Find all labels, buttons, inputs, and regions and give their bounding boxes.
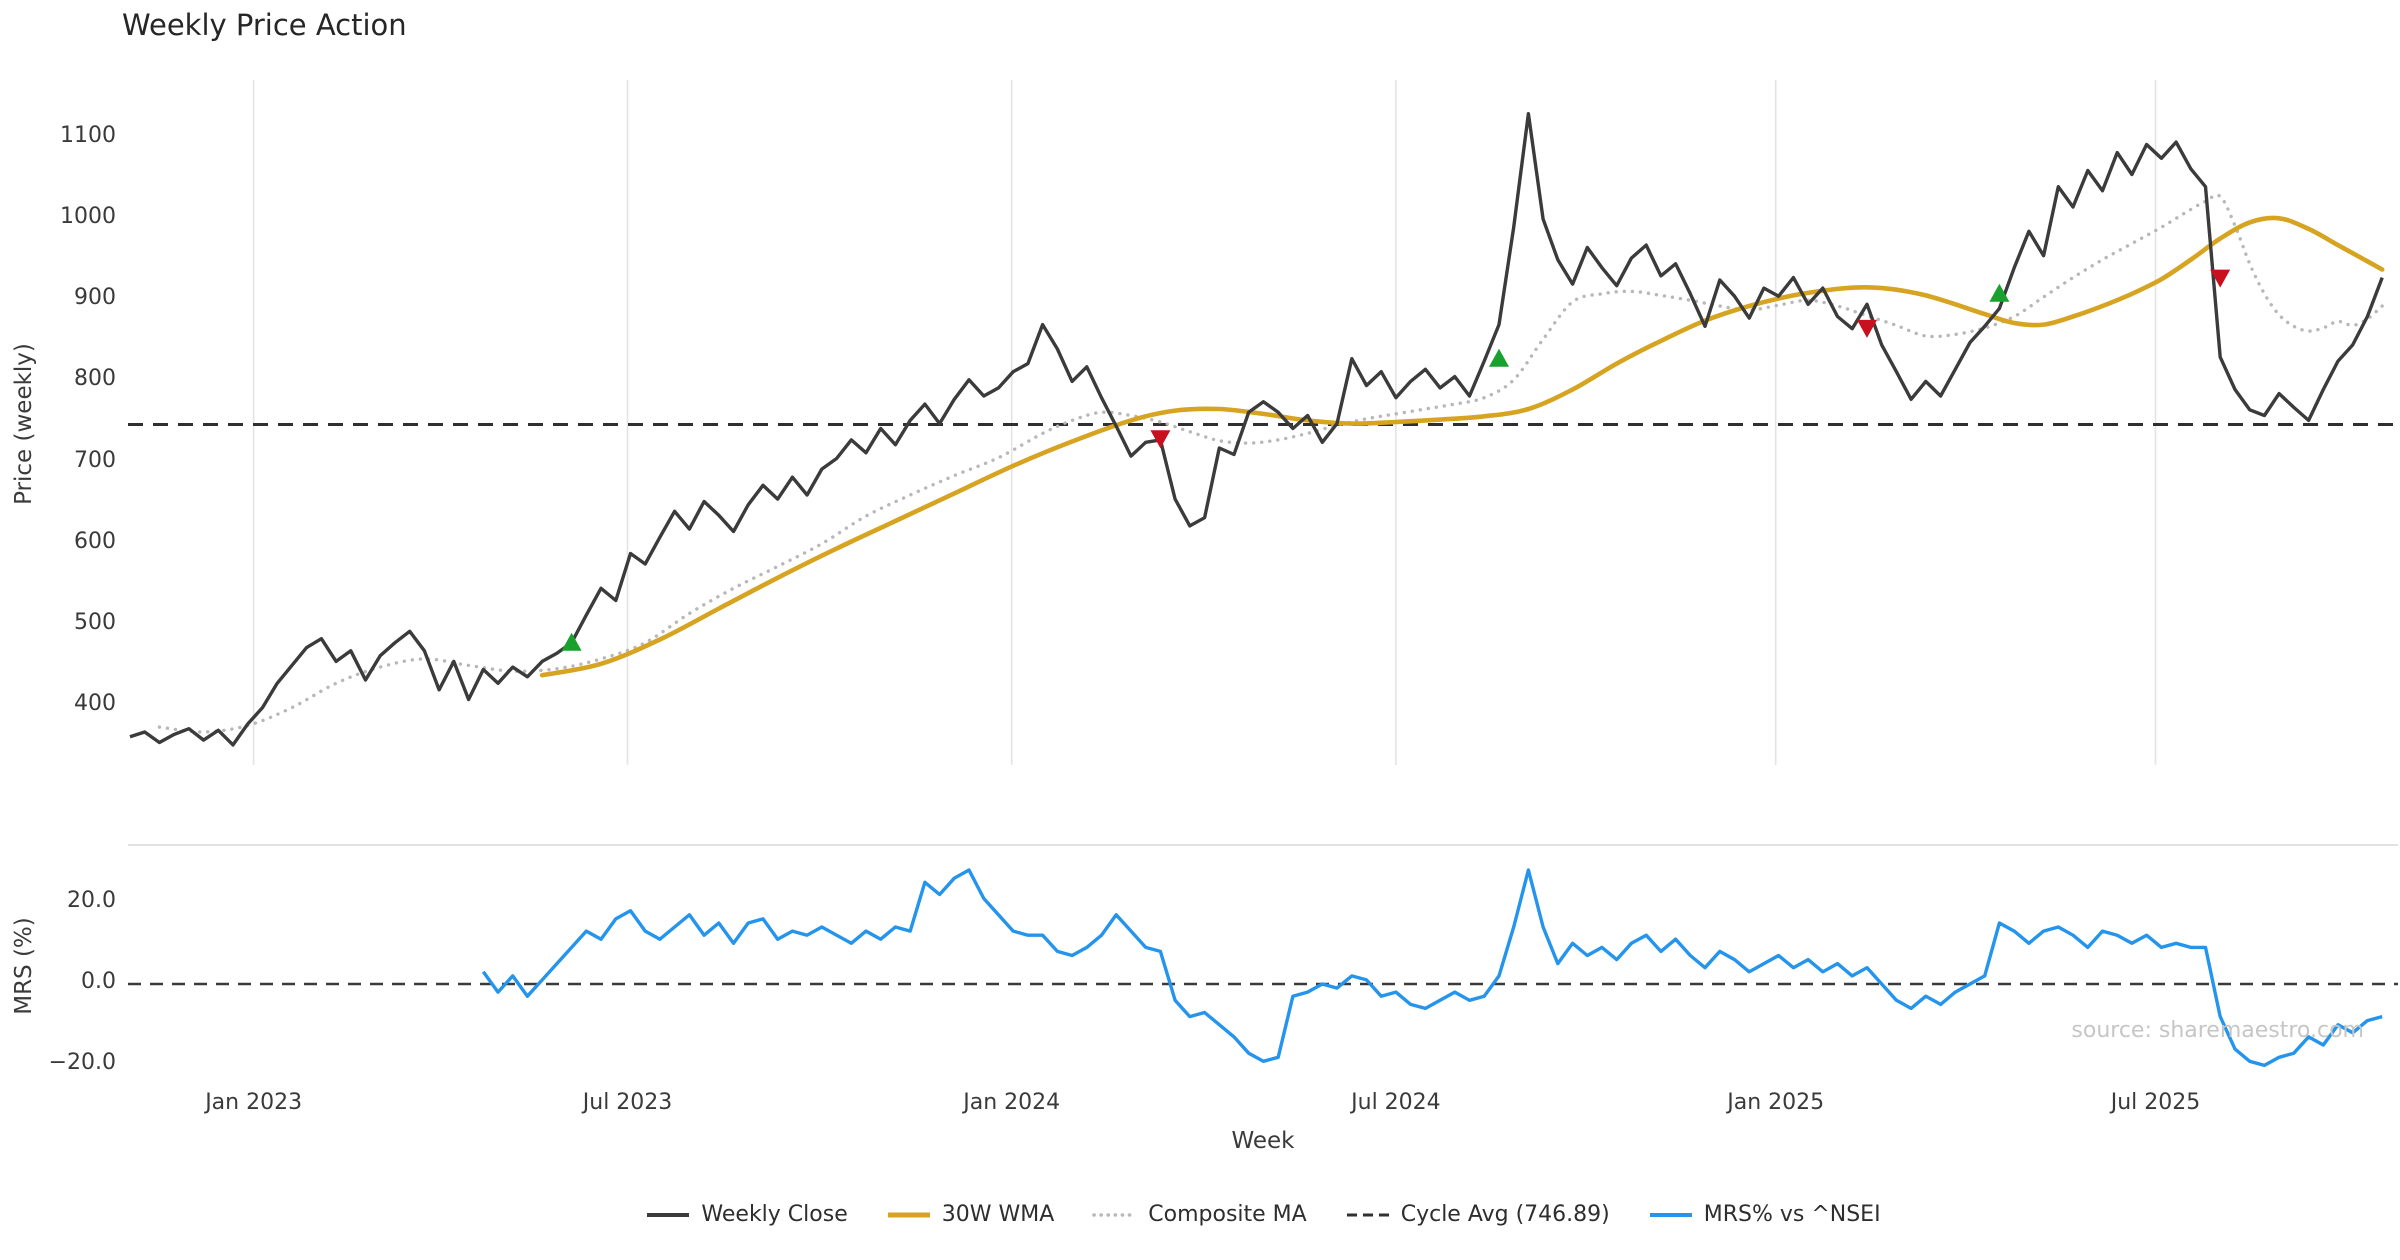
mrs-axis-label: MRS (%)	[11, 917, 37, 1015]
sell-signal-marker	[1150, 430, 1171, 449]
xtick-jan-2023: Jan 2023	[205, 1090, 303, 1115]
sell-signal-marker	[2210, 269, 2231, 288]
wma-line	[539, 215, 2385, 678]
legend-label: Cycle Avg (746.89)	[1400, 1202, 1610, 1227]
price-ytick-1000: 1000	[60, 204, 116, 230]
legend-swatch-icon	[887, 1212, 930, 1217]
composite-ma-line	[157, 193, 2384, 734]
price-ytick-900: 900	[74, 285, 116, 311]
mrs-ytick--20: −20.0	[48, 1050, 116, 1076]
x-axis-label: Week	[1231, 1128, 1295, 1154]
xtick-jul-2024: Jul 2024	[1351, 1090, 1441, 1115]
legend-item-weekly-close: Weekly Close	[645, 1202, 848, 1227]
price-ytick-1100: 1100	[60, 123, 116, 148]
price-ytick-800: 800	[74, 366, 116, 392]
legend-item-composite-ma: Composite MA	[1092, 1202, 1307, 1227]
legend-label: Composite MA	[1148, 1202, 1307, 1227]
price-ytick-500: 500	[74, 609, 116, 635]
buy-signal-marker	[1989, 283, 2010, 302]
weekly-close-line	[129, 111, 2384, 747]
legend-label: Weekly Close	[701, 1202, 848, 1227]
xtick-jan-2025: Jan 2025	[1727, 1090, 1825, 1115]
mrs-line	[481, 868, 2383, 1068]
legend-swatch-icon	[647, 1212, 690, 1217]
price-ytick-400: 400	[74, 691, 116, 716]
buy-signal-marker	[561, 632, 582, 651]
mrs-ytick-0: 0.0	[81, 969, 116, 994]
legend-swatch-icon	[1346, 1213, 1389, 1216]
legend-item-cycle-avg-746-89: Cycle Avg (746.89)	[1345, 1202, 1610, 1227]
xtick-jul-2023: Jul 2023	[582, 1090, 673, 1115]
legend-item-mrs-vs-nsei: MRS% vs ^NSEI	[1648, 1202, 1881, 1227]
legend-swatch-icon	[1649, 1212, 1692, 1217]
mrs-ytick-20: 20.0	[67, 887, 116, 913]
sell-signal-marker	[1857, 319, 1877, 338]
price-ytick-600: 600	[74, 528, 116, 554]
price-ytick-700: 700	[74, 447, 116, 473]
xtick-jul-2025: Jul 2025	[2110, 1090, 2201, 1115]
legend-swatch-icon	[1092, 1212, 1139, 1217]
legend: Weekly Close 30W WMA Composite MA Cycle Avg…	[128, 1202, 2398, 1227]
legend-item-30w-wma: 30W WMA	[886, 1202, 1055, 1227]
source-watermark: source: sharemaestro.com	[2071, 1018, 2364, 1043]
chart-title: Weekly Price Action	[122, 8, 407, 42]
legend-label: 30W WMA	[941, 1202, 1055, 1227]
buy-signal-marker	[1489, 348, 1509, 367]
xtick-jan-2024: Jan 2024	[963, 1090, 1061, 1115]
legend-label: MRS% vs ^NSEI	[1703, 1202, 1881, 1227]
